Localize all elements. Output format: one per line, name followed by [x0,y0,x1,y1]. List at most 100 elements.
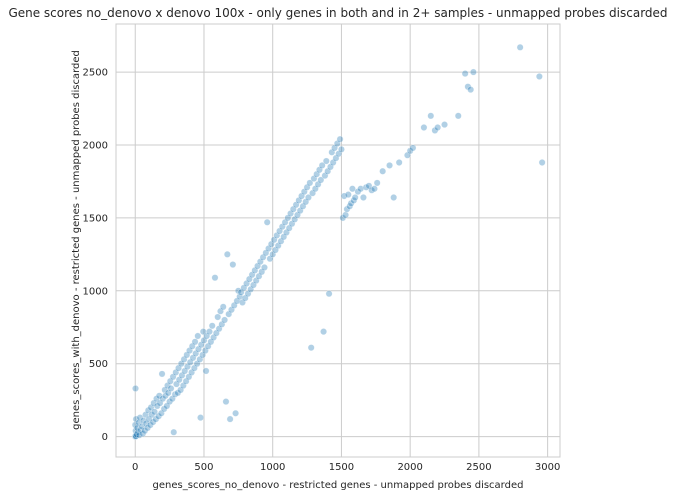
scatter-point [241,294,249,302]
scatter-point [251,266,259,274]
scatter-point [339,214,347,222]
scatter-point [168,395,176,403]
scatter-point [177,386,185,394]
scatter-point [146,421,154,429]
scatter-point [191,338,199,346]
scatter-point [342,211,350,219]
y-tick-label: 1000 [83,286,108,297]
scatter-point [307,344,315,352]
scatter-point [184,363,191,371]
scatter-point [299,202,307,210]
scatter-point [386,161,393,169]
scatter-point [225,310,233,318]
scatter-point [210,334,218,341]
x-tick-label: 2500 [466,462,491,473]
scatter-point [206,328,213,336]
scatter-point [538,159,546,166]
scatter-point [252,277,260,285]
scatter-point [309,189,317,197]
scatter-point [373,179,381,187]
x-axis-label: genes_scores_no_denovo - restricted gene… [153,480,524,491]
scatter-point [222,398,230,406]
scatter-point [326,163,334,171]
scatter-point [269,250,277,258]
scatter-point [395,159,403,166]
scatter-point [166,398,174,406]
scatter-point [183,351,191,359]
scatter-point [285,224,293,232]
scatter-point [226,415,234,423]
scatter-point [365,182,373,190]
scatter-point [207,338,215,346]
scatter-point [469,68,477,76]
scatter-point [348,185,356,193]
scatter-point [237,288,245,296]
scatter-point [201,347,209,355]
scatter-point [202,367,210,375]
scatter-point [159,395,167,403]
scatter-point [306,179,314,187]
scatter-point [153,402,161,410]
plot-frame [115,23,561,458]
scatter-point [162,392,169,400]
scatter-point [204,342,212,350]
scatter-point [208,322,216,330]
scatter-point [403,151,411,159]
x-tick-label: 500 [194,462,213,473]
scatter-point [223,250,231,258]
scatter-point [175,376,183,384]
scatter-point [186,358,194,366]
scatter-point [179,382,187,390]
x-tick-label: 2000 [397,462,422,473]
scatter-point [197,414,204,422]
scatter-point [157,409,165,417]
scatter-point [232,409,240,417]
scatter-point [296,207,304,215]
scatter-point [287,210,295,217]
y-tick-label: 1500 [83,213,108,224]
y-tick-label: 2500 [83,68,108,79]
scatter-point [263,218,271,226]
scatter-point [328,148,336,156]
scatter-point [175,364,182,372]
scatter-point [304,194,312,201]
scatter-point [255,272,263,280]
scatter-point [336,135,344,143]
scatter-point [280,233,288,241]
scatter-point [259,253,267,261]
scatter-point [310,175,318,182]
scatter-point [293,211,301,219]
scatter-point [240,284,248,292]
scatter-point [155,412,163,420]
scatter-point [298,192,306,200]
scatter-point [169,373,177,381]
scatter-point [214,313,222,321]
y-tick-labels: 0 500 1000 1500 2000 2500 [83,68,108,443]
scatter-point [152,415,160,423]
scatter-point [262,249,270,257]
scatter-point [180,355,188,363]
scatter-point [454,112,462,120]
scatter-point [343,205,351,213]
scatter-point [135,431,143,439]
scatter-point [172,368,180,376]
scatter-point [318,161,326,169]
scatter-point [193,360,201,368]
scatter-point [181,367,189,375]
scatter-point [359,194,367,201]
x-tick-label: 1000 [260,462,285,473]
scatter-point [406,147,414,155]
scatter-point [324,167,332,175]
scatter-point [156,399,164,407]
scatter-point [461,70,469,78]
scatter-point [317,176,325,184]
scatter-point [258,268,266,276]
scatter-point [189,354,197,362]
scatter-point [420,124,428,131]
scatter-point [441,121,448,129]
scatter-point [289,205,297,213]
scatter-point [245,275,253,283]
scatter-point [379,167,387,175]
scatter-point [170,428,178,436]
